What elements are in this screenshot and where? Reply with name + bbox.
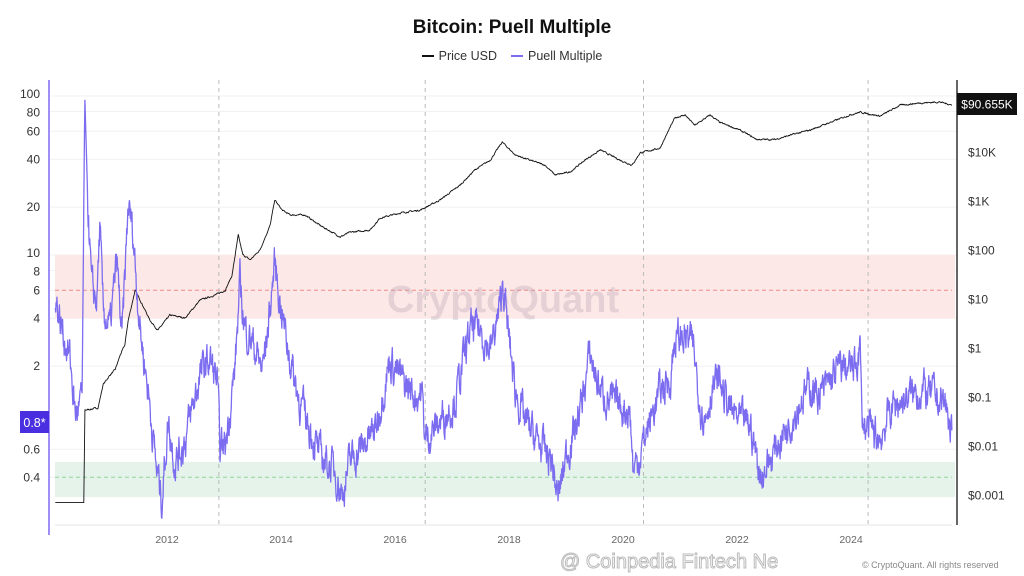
legend: Price USD Puell Multiple bbox=[0, 49, 1024, 63]
x-tick-label: 2024 bbox=[839, 534, 863, 546]
series-line-puell bbox=[54, 99, 953, 519]
legend-item-price[interactable]: Price USD bbox=[421, 49, 497, 63]
left-tick-label: 10 bbox=[27, 246, 41, 260]
x-tick-label: 2018 bbox=[497, 534, 521, 546]
legend-item-puell[interactable]: Puell Multiple bbox=[511, 49, 602, 63]
price-current-label: $90.655K bbox=[961, 98, 1012, 112]
x-tick-label: 2014 bbox=[269, 534, 293, 546]
chart-title: Bitcoin: Puell Multiple bbox=[412, 17, 612, 38]
x-tick-label: 2020 bbox=[611, 534, 635, 546]
band-0 bbox=[55, 255, 955, 319]
right-tick-label: $0.1 bbox=[968, 391, 992, 405]
x-tick-label: 2012 bbox=[155, 534, 179, 546]
left-tick-label: 8 bbox=[33, 264, 40, 278]
left-tick-label: 0.4 bbox=[23, 470, 40, 484]
x-tick-label: 2022 bbox=[725, 534, 749, 546]
legend-swatch-puell bbox=[511, 55, 523, 57]
right-tick-label: $1K bbox=[968, 195, 989, 209]
copyright-text: © CryptoQuant. All rights reserved bbox=[862, 560, 999, 570]
left-tick-label: 40 bbox=[27, 152, 41, 166]
x-tick-label: 2016 bbox=[383, 534, 407, 546]
puell-current-badge bbox=[20, 411, 49, 433]
legend-label-puell: Puell Multiple bbox=[528, 49, 603, 63]
left-tick-label: 20 bbox=[27, 200, 41, 214]
right-tick-label: $1 bbox=[968, 342, 982, 356]
right-tick-label: $100 bbox=[968, 244, 995, 258]
overlay-watermark: @ Coinpedia Fintech Ne bbox=[559, 551, 779, 574]
legend-label-price: Price USD bbox=[438, 49, 497, 63]
right-tick-label: $0.001 bbox=[968, 489, 1005, 503]
right-tick-label: $10 bbox=[968, 293, 988, 307]
legend-swatch-price bbox=[421, 55, 434, 57]
left-tick-label: 0.6 bbox=[23, 442, 40, 456]
puell-current-label: 0.8* bbox=[23, 416, 45, 430]
left-tick-label: 60 bbox=[27, 124, 41, 138]
left-tick-label: 100 bbox=[20, 87, 40, 101]
right-tick-label: $10K bbox=[968, 146, 996, 160]
left-tick-label: 80 bbox=[27, 105, 41, 119]
left-tick-label: 6 bbox=[33, 283, 40, 297]
series-line-price bbox=[55, 101, 953, 504]
band-1 bbox=[55, 461, 955, 498]
left-tick-label: 2 bbox=[33, 359, 40, 373]
right-tick-label: $0.01 bbox=[968, 440, 998, 454]
price-current-badge bbox=[957, 93, 1017, 115]
left-tick-label: 4 bbox=[33, 311, 40, 325]
